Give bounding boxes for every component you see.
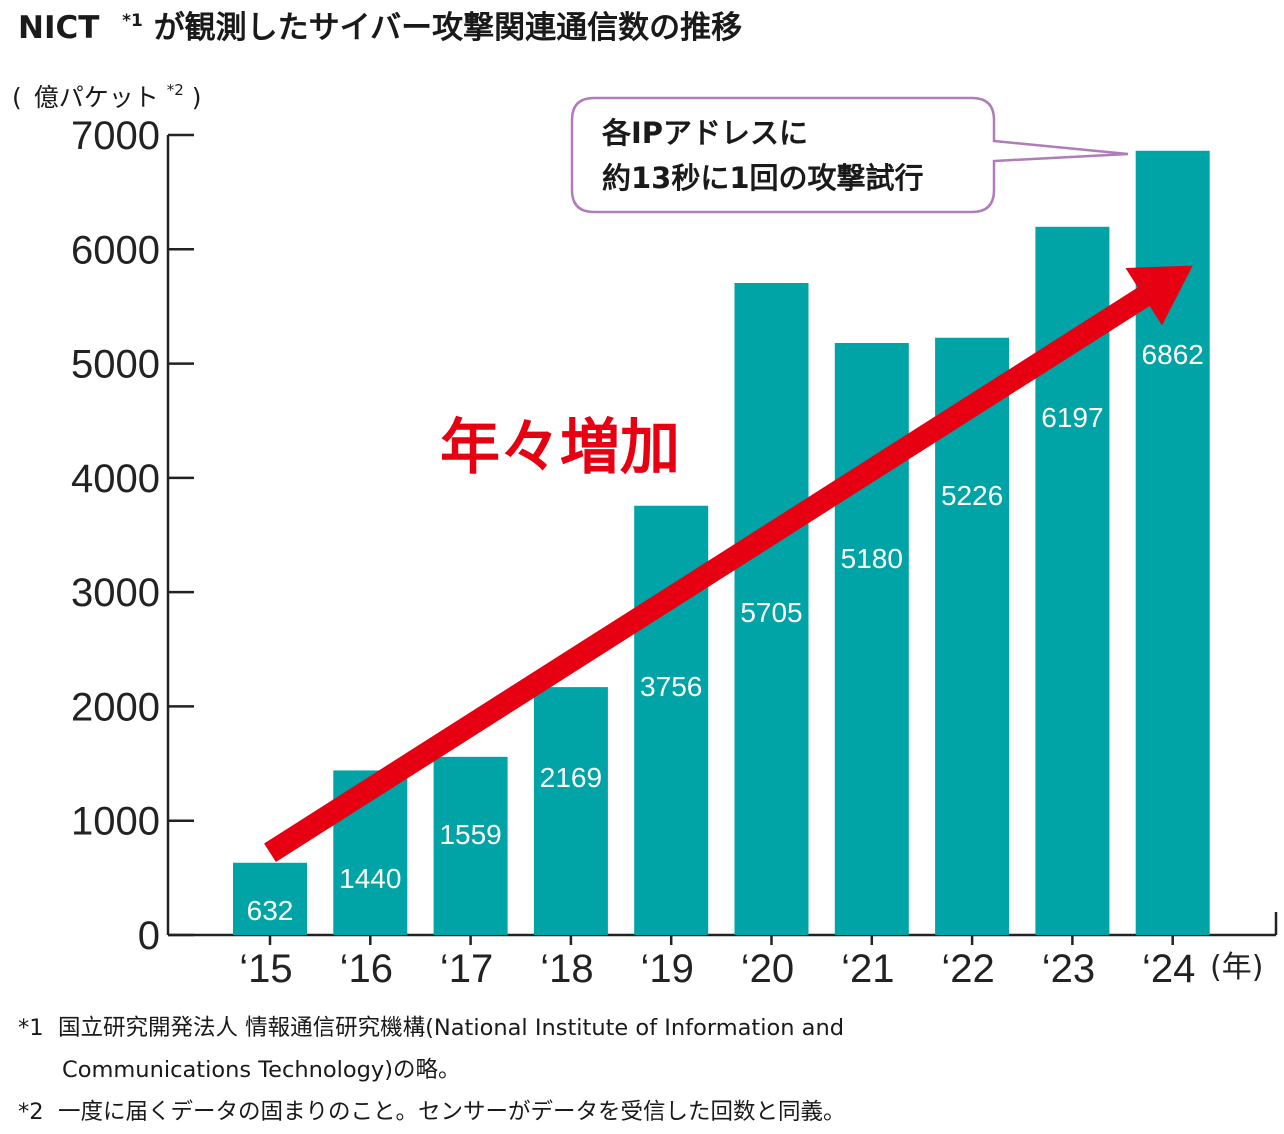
x-tick-label: ‘17 [440, 947, 493, 991]
bar-value-label: 6862 [1142, 339, 1204, 370]
y-tick-label: 2000 [71, 685, 160, 729]
chart-title-main: が観測したサイバー攻撃関連通信数の推移 [154, 10, 742, 46]
bar-value-label: 5226 [941, 480, 1003, 511]
trend-arrow-shaft [264, 287, 1150, 863]
y-axis-unit: ( 億パケット *2 ) [12, 72, 201, 112]
y-tick-label: 7000 [71, 114, 160, 158]
bar [834, 343, 909, 935]
footnote-1-mark: *1 [18, 1015, 44, 1041]
y-tick-label: 5000 [71, 343, 160, 387]
footnote-2-text: 一度に届くデータの固まりのこと。センサーがデータを受信した回数と同義。 [58, 1099, 846, 1125]
callout-bubble: 各IPアドレスに 約13秒に1回の攻撃試行 [570, 96, 1129, 214]
x-axis-unit: (年) [1210, 950, 1263, 985]
bar [233, 862, 307, 935]
bar-value-label: 3756 [640, 671, 702, 702]
callout-line-2: 約13秒に1回の攻撃試行 [602, 161, 924, 195]
x-tick-label: ‘19 [641, 947, 694, 991]
bar-value-label: 5705 [740, 597, 802, 628]
y-tick-label: 0 [138, 914, 160, 958]
callout-line-1: 各IPアドレスに [601, 116, 808, 150]
bar [935, 337, 1010, 935]
footnote-2-mark: *2 [18, 1099, 44, 1125]
x-tick-label: ‘21 [841, 947, 894, 991]
bar-value-label: 2169 [540, 762, 602, 793]
y-tick-label: 1000 [71, 800, 160, 844]
footnote-1-line-1: 国立研究開発法人 情報通信研究機構(National Institute of … [58, 1015, 844, 1041]
bar-value-label: 632 [247, 895, 294, 926]
bar-value-label: 5180 [841, 543, 903, 574]
trend-arrow-head [1125, 265, 1193, 326]
x-tick-label: ‘24 [1142, 947, 1195, 991]
x-tick-label: ‘22 [941, 947, 994, 991]
footnote-1-line-2: Communications Technology)の略。 [62, 1057, 461, 1083]
y-tick-label: 4000 [71, 457, 160, 501]
trend-label: 年々増加 [440, 413, 680, 483]
callout-shape [570, 96, 1129, 214]
y-axis-unit-close: ) [192, 83, 202, 112]
bar [734, 283, 809, 935]
chart-title-sup: *1 [122, 11, 143, 31]
chart-title: NICT *1 が観測したサイバー攻撃関連通信数の推移 [18, 0, 742, 46]
x-tick-label: ‘20 [741, 947, 794, 991]
y-axis-unit-sup: *2 [167, 81, 184, 99]
y-axis-unit-text: 億パケット [34, 83, 159, 112]
bar-value-label: 1559 [439, 819, 501, 850]
y-axis-unit-open: ( [12, 83, 22, 112]
y-tick-label: 3000 [71, 571, 160, 615]
chart-title-prefix: NICT [18, 10, 99, 46]
x-tick-label: ‘16 [340, 947, 393, 991]
bar [433, 756, 508, 935]
x-tick-label: ‘18 [540, 947, 593, 991]
bar-value-label: 1440 [339, 863, 401, 894]
y-tick-label: 6000 [71, 228, 160, 272]
bar [533, 687, 608, 935]
x-axis-ticks: ‘15 ‘16 ‘17 ‘18 ‘19 ‘20 ‘21 ‘22 ‘23 ‘24 [239, 935, 1195, 991]
x-tick-label: ‘23 [1042, 947, 1095, 991]
bars: 632 1440 1559 2169 3756 5705 5180 5226 6197 6862 [233, 150, 1210, 935]
bar-value-label: 6197 [1041, 402, 1103, 433]
trend-arrow [264, 265, 1193, 863]
footnotes: *1 国立研究開発法人 情報通信研究機構(National Institute … [18, 1015, 846, 1125]
x-tick-label: ‘15 [239, 947, 292, 991]
y-axis-ticks: 0 1000 2000 3000 4000 5000 6000 7000 [71, 114, 194, 958]
